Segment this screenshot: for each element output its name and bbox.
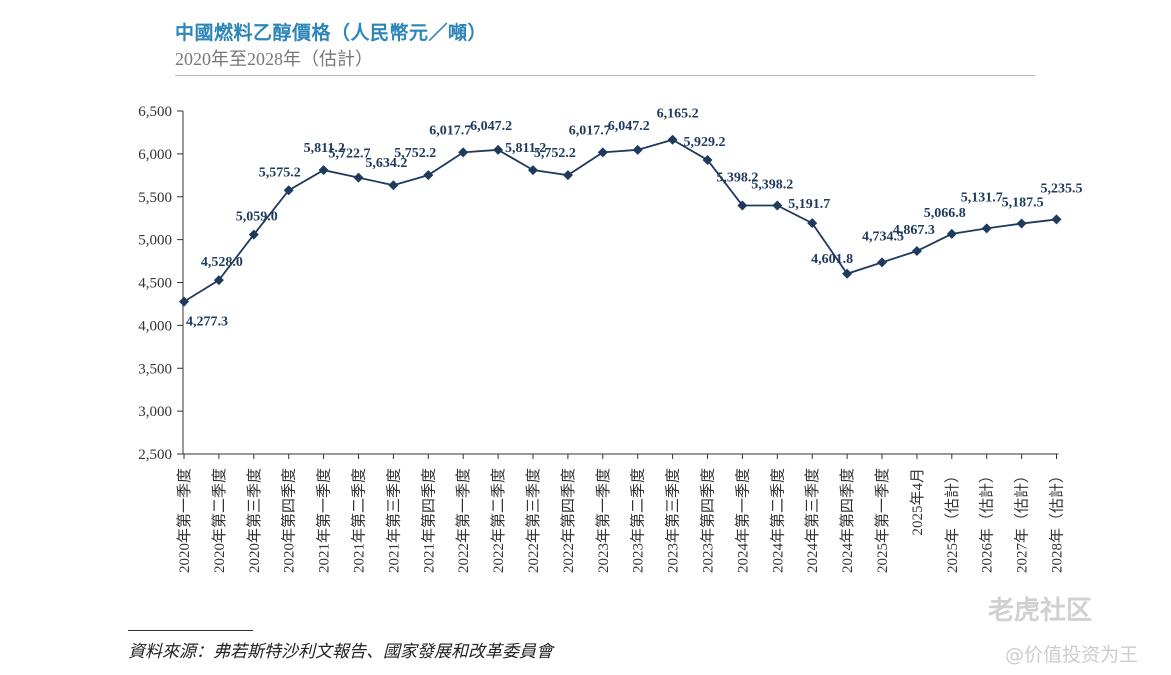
x-tick-label: 2021年第三季度 xyxy=(384,468,402,573)
data-label: 5,398.2 xyxy=(751,177,793,192)
data-label: 5,811.2 xyxy=(304,141,345,156)
watermark-handle: @价值投资为王 xyxy=(1005,644,1139,666)
data-point xyxy=(911,246,922,257)
data-label: 5,722.7 xyxy=(329,147,371,162)
data-label: 5,811.2 xyxy=(505,141,546,156)
data-point xyxy=(388,180,399,191)
data-point xyxy=(353,172,364,183)
x-tick-label: 2020年第一季度 xyxy=(175,468,193,573)
x-tick-label: 2025年（估計） xyxy=(944,468,961,573)
data-point xyxy=(667,134,678,145)
x-tick-label: 2025年第一季度 xyxy=(873,468,891,573)
data-label: 6,017.7 xyxy=(429,123,471,138)
x-tick-label: 2024年第三季度 xyxy=(803,468,821,573)
data-label: 5,752.2 xyxy=(534,146,576,161)
data-label: 6,017.7 xyxy=(569,123,611,138)
data-point xyxy=(1051,214,1062,225)
x-tick-label: 2024年第一季度 xyxy=(733,468,751,573)
series-line xyxy=(183,138,1057,303)
y-tick-label: 3,000 xyxy=(138,404,172,420)
data-label: 5,752.2 xyxy=(394,146,436,161)
x-tick-label: 2021年第四季度 xyxy=(419,468,437,573)
data-point xyxy=(179,296,189,307)
data-point xyxy=(632,144,643,155)
data-point xyxy=(946,228,957,239)
x-tick-label: 2025年4月 xyxy=(909,468,926,536)
data-point xyxy=(702,154,713,165)
data-label: 5,634.2 xyxy=(365,156,407,171)
x-tick-label: 2027年（估計） xyxy=(1014,468,1031,573)
data-point xyxy=(283,185,294,196)
x-tick-label: 2021年第二季度 xyxy=(350,468,368,573)
data-point xyxy=(597,147,608,158)
data-label: 5,191.7 xyxy=(788,197,830,212)
title-divider xyxy=(175,75,1035,76)
data-point xyxy=(528,165,538,176)
x-tick-label: 2022年第二季度 xyxy=(489,468,507,573)
x-tick-label: 2022年第三季度 xyxy=(524,468,542,573)
source-divider xyxy=(128,630,253,631)
chart-subtitle: 2020年至2028年（估計） xyxy=(175,49,373,69)
data-label: 5,131.7 xyxy=(961,190,1003,205)
y-tick-label: 2,500 xyxy=(138,447,172,463)
data-label: 4,528.0 xyxy=(201,255,243,270)
chart-title: 中國燃料乙醇價格（人民幣元／噸） xyxy=(175,22,488,44)
watermark-brand: 老虎社区 xyxy=(988,596,1093,626)
x-tick-label: 2024年第四季度 xyxy=(838,468,856,573)
data-label: 5,059.0 xyxy=(236,210,278,225)
x-tick-label: 2022年第四季度 xyxy=(559,468,577,573)
data-label: 4,867.3 xyxy=(893,223,935,238)
x-tick-label: 2024年第二季度 xyxy=(768,468,786,573)
data-label: 5,235.5 xyxy=(1041,181,1083,196)
x-tick-label: 2023年第一季度 xyxy=(594,468,612,573)
y-tick-label: 3,500 xyxy=(138,361,172,377)
data-label: 6,047.2 xyxy=(470,119,512,134)
x-tick-label: 2023年第四季度 xyxy=(699,468,717,573)
data-point xyxy=(772,200,783,211)
y-tick-label: 5,500 xyxy=(138,190,172,206)
x-tick-label: 2020年第四季度 xyxy=(280,468,298,573)
x-tick-label: 2028年（估計） xyxy=(1049,468,1066,573)
data-point xyxy=(807,218,818,229)
data-label: 4,601.8 xyxy=(811,252,853,267)
data-label: 4,734.5 xyxy=(862,229,904,244)
data-point xyxy=(981,223,992,234)
x-tick-label: 2023年第三季度 xyxy=(664,468,682,573)
data-label: 5,066.8 xyxy=(924,206,966,221)
x-tick-label: 2023年第二季度 xyxy=(629,468,647,573)
data-point xyxy=(458,147,469,158)
x-tick-label: 2020年第三季度 xyxy=(245,468,263,573)
data-point xyxy=(737,200,748,211)
y-tick-label: 5,000 xyxy=(138,233,172,249)
y-tick-label: 4,000 xyxy=(138,318,172,334)
data-point xyxy=(248,229,259,240)
data-label: 4,277.3 xyxy=(186,315,228,330)
data-point xyxy=(877,257,887,268)
x-tick-label: 2020年第二季度 xyxy=(210,468,228,573)
y-tick-label: 4,500 xyxy=(138,276,172,292)
data-label: 5,398.2 xyxy=(716,170,758,185)
data-label: 5,575.2 xyxy=(259,165,301,180)
source-note: 資料來源：弗若斯特沙利文報告、國家發展和改革委員會 xyxy=(128,642,553,662)
data-point xyxy=(562,170,573,181)
x-tick-label: 2026年（估計） xyxy=(979,468,996,573)
data-label: 5,187.5 xyxy=(1002,196,1044,211)
data-point xyxy=(423,170,434,181)
data-point xyxy=(842,268,853,279)
y-tick-label: 6,500 xyxy=(138,104,172,120)
data-label: 5,929.2 xyxy=(684,135,726,150)
y-tick-label: 6,000 xyxy=(138,147,172,163)
line-chart: 2,500 3,000 3,500 4,000 4,500 5,000 5,500 6,000… xyxy=(138,104,1083,573)
data-point xyxy=(1016,218,1027,229)
data-point xyxy=(493,144,504,155)
x-tick-label: 2022年第一季度 xyxy=(454,468,472,573)
data-point xyxy=(213,275,224,286)
data-point xyxy=(318,165,329,176)
x-tick-label: 2021年第一季度 xyxy=(315,468,333,573)
data-label: 6,165.2 xyxy=(657,107,699,122)
data-label: 6,047.2 xyxy=(608,119,650,134)
